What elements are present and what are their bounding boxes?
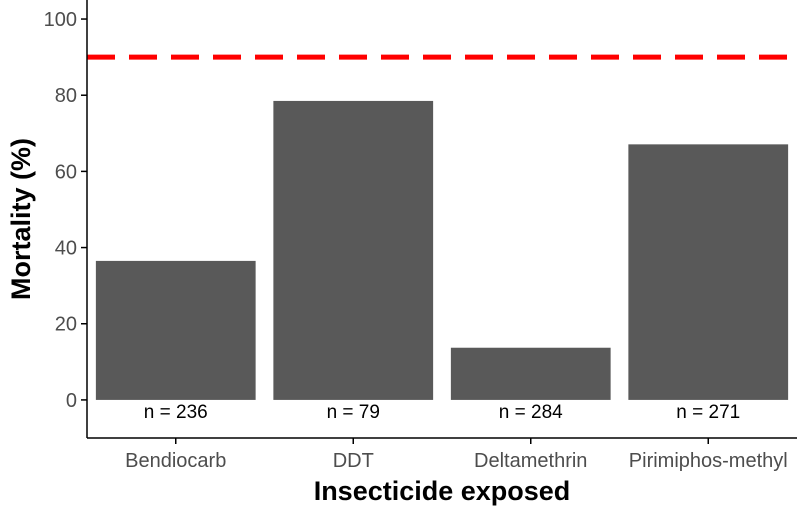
y-tick-label: 40 bbox=[55, 238, 77, 260]
y-tick-label: 80 bbox=[55, 85, 77, 107]
x-axis-title: Insecticide exposed bbox=[314, 476, 571, 506]
y-tick-label: 20 bbox=[55, 314, 77, 336]
bar-pirimiphos-methyl bbox=[628, 144, 789, 400]
bar-bendiocarb bbox=[95, 260, 256, 400]
bar-deltamethrin bbox=[450, 347, 611, 400]
sample-size-label: n = 79 bbox=[327, 402, 380, 423]
y-tick-label: 60 bbox=[55, 161, 77, 183]
sample-size-labels: n = 236 n = 79 n = 284 n = 271 bbox=[144, 402, 740, 423]
y-tick-label: 100 bbox=[44, 9, 77, 31]
bar-ddt bbox=[273, 100, 434, 400]
y-axis-ticks: 0 20 40 60 80 100 bbox=[44, 9, 87, 412]
sample-size-label: n = 284 bbox=[499, 402, 563, 423]
sample-size-label: n = 236 bbox=[144, 402, 208, 423]
x-tick-label: DDT bbox=[333, 450, 374, 472]
bars-group bbox=[95, 100, 789, 400]
y-axis-title: Mortality (%) bbox=[6, 138, 36, 300]
y-tick-label: 0 bbox=[66, 390, 77, 412]
x-tick-label: Bendiocarb bbox=[125, 450, 226, 472]
sample-size-label: n = 271 bbox=[676, 402, 740, 423]
x-tick-label: Deltamethrin bbox=[474, 450, 587, 472]
x-tick-label: Pirimiphos-methyl bbox=[629, 450, 788, 472]
x-axis-ticks: Bendiocarb DDT Deltamethrin Pirimiphos-meth… bbox=[125, 438, 788, 472]
